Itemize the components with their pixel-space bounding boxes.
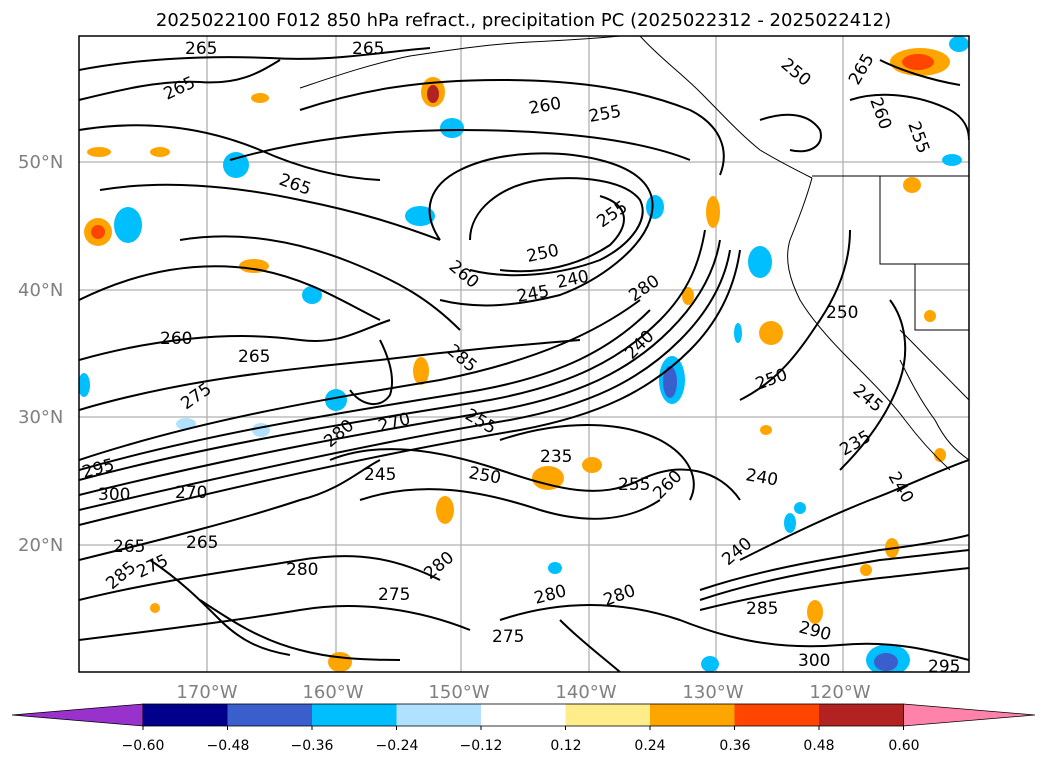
gridlines (79, 36, 969, 672)
contour-label: 265 (113, 537, 145, 557)
colorbar-bin (227, 704, 313, 726)
contour-label: 265 (185, 39, 217, 59)
longitude-labels: 170°W 160°W 150°W 140°W 130°W 120°W (176, 682, 870, 703)
colorbar-tick-label: −0.36 (291, 738, 334, 754)
map-frame (78, 35, 970, 673)
contour-label: 245 (364, 465, 396, 485)
contour-label: 255 (618, 475, 650, 495)
lon-label: 140°W (555, 682, 616, 703)
colorbar-tick-label: 0.12 (550, 738, 581, 754)
contour-label: 275 (378, 585, 410, 605)
colorbar-tick-label: 0.24 (634, 738, 665, 754)
colorbar-bin (734, 704, 820, 726)
colorbar-extend-min (11, 703, 144, 727)
refractivity-contours (79, 47, 969, 672)
colorbar (11, 703, 1036, 730)
contour-label: 285 (746, 599, 778, 619)
map-plot: 265 265 265 260 255 265 255 250 240 245 … (78, 35, 970, 677)
colorbar-bin (481, 704, 566, 726)
lat-label: 20°N (18, 535, 63, 556)
colorbar-bin (312, 704, 397, 726)
lon-label: 160°W (302, 682, 363, 703)
contour-label: 260 (160, 329, 192, 349)
colorbar-bin (565, 704, 651, 726)
contour-label: 270 (175, 483, 207, 503)
contour-label: 275 (492, 627, 524, 647)
lat-label: 40°N (18, 280, 63, 301)
lat-label: 30°N (18, 407, 63, 428)
colorbar-tick-label: −0.60 (122, 738, 165, 754)
latitude-labels: 50°N 40°N 30°N 20°N (18, 152, 63, 556)
lon-label: 130°W (682, 682, 743, 703)
lat-label: 50°N (18, 152, 63, 173)
coastlines (299, 36, 969, 471)
colorbar-tick-label: −0.24 (376, 738, 419, 754)
contour-label: 250 (826, 303, 858, 323)
colorbar-tick-label: −0.48 (207, 738, 250, 754)
colorbar-tick-label: 0.48 (803, 738, 834, 754)
contour-label: 265 (352, 39, 384, 59)
lon-label: 170°W (176, 682, 237, 703)
contour-label: 235 (540, 447, 572, 467)
colorbar-bin (650, 704, 735, 726)
contour-label: 265 (238, 347, 270, 367)
colorbar-bin (819, 704, 904, 726)
colorbar-extend-max (903, 703, 1036, 727)
colorbar-tick-label: 0.36 (719, 738, 750, 754)
colorbar-ticks: −0.60 −0.48 −0.36 −0.24 −0.12 0.12 0.24 … (122, 738, 920, 754)
lon-label: 150°W (428, 682, 489, 703)
colorbar-frame (142, 703, 904, 727)
lon-label: 120°W (809, 682, 870, 703)
contour-label: 295 (928, 657, 960, 677)
contour-label: 280 (286, 560, 318, 580)
contour-label: 265 (186, 533, 218, 553)
colorbar-tick-label: −0.12 (460, 738, 503, 754)
contour-label: 300 (798, 651, 830, 671)
colorbar-bin (143, 704, 228, 726)
colorbar-tick-label: 0.60 (888, 738, 919, 754)
figure-title: 2025022100 F012 850 hPa refract., precip… (155, 10, 892, 31)
contour-label: 300 (98, 485, 130, 505)
colorbar-bin (396, 704, 482, 726)
